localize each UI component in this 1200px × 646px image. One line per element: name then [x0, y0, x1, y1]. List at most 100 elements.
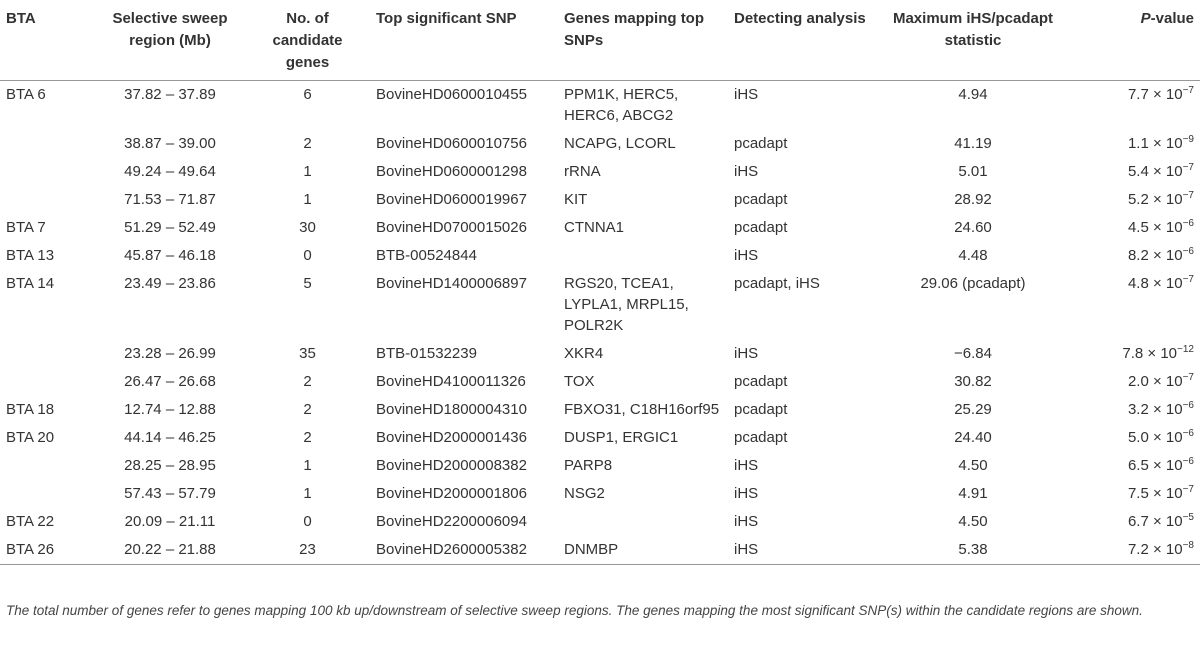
- table-cell: [558, 508, 728, 536]
- table-cell: BTA 6: [6, 86, 46, 103]
- p-value-base: 5.4 × 10: [1127, 163, 1183, 180]
- table-cell: 25.29: [954, 401, 992, 418]
- table-cell: BovineHD2600005382: [376, 541, 527, 558]
- table-row: 71.53 – 71.87 1 BovineHD0600019967 KIT pcada…: [0, 186, 1200, 214]
- table-cell: 37.82 – 37.89: [124, 86, 216, 103]
- p-value-exponent: −6: [1182, 246, 1194, 257]
- table-cell: BTA 13: [6, 247, 55, 264]
- table-cell: 4.48: [958, 247, 988, 264]
- table-cell: 24.60: [954, 219, 992, 236]
- table-row: BTA 22 20.09 – 21.11 0 BovineHD2200006094 iH…: [0, 508, 1200, 536]
- table-cell: RGS20, TCEA1, LYPLA1, MRPL15, POLR2K: [564, 275, 689, 334]
- table-cell: 35: [299, 345, 316, 362]
- table-cell: 6.5 × 10−6: [1068, 452, 1200, 480]
- table-cell: [0, 480, 95, 508]
- table-cell: iHS: [734, 485, 759, 502]
- table-cell: 38.87 – 39.00: [124, 135, 216, 152]
- table-cell: 12.74 – 12.88: [124, 401, 216, 418]
- table-cell: TOX: [564, 373, 595, 390]
- table-cell: [0, 130, 95, 158]
- table-cell: BTA 22: [6, 513, 55, 530]
- table-cell: BTB-00524844: [376, 247, 477, 264]
- table-cell: 51.29 – 52.49: [124, 219, 216, 236]
- table-row: BTA 13 45.87 – 46.18 0 BTB-00524844 iHS 4.48 8…: [0, 242, 1200, 270]
- table-cell: FBXO31, C18H16orf95: [564, 401, 720, 418]
- p-value-exponent: −7: [1182, 372, 1194, 383]
- header-cell: BTA: [6, 9, 36, 27]
- header-row: BTA Selective sweep region (Mb) No. of can…: [0, 4, 1200, 80]
- p-value-base: 4.8 × 10: [1127, 275, 1183, 292]
- table-cell: 5.0 × 10−6: [1068, 424, 1200, 452]
- table-cell: BTB-01532239: [376, 345, 477, 362]
- table-cell: 4.50: [958, 457, 988, 474]
- table-cell: −6.84: [954, 345, 992, 362]
- table-cell: 23.28 – 26.99: [124, 345, 216, 362]
- table-cell: 5.38: [958, 541, 988, 558]
- table-cell: 30: [299, 219, 316, 236]
- table-cell: BovineHD2000001806: [376, 485, 527, 502]
- p-value-exponent: −6: [1182, 456, 1194, 467]
- table-cell: 23.49 – 23.86: [124, 275, 216, 292]
- p-value-exponent: −7: [1182, 484, 1194, 495]
- table-cell: 2: [303, 373, 312, 390]
- table-row: 49.24 – 49.64 1 BovineHD0600001298 rRNA iHS 5…: [0, 158, 1200, 186]
- table-cell: 28.92: [954, 191, 992, 208]
- table-cell: PARP8: [564, 457, 613, 474]
- p-value-exponent: −6: [1182, 218, 1194, 229]
- table-cell: 45.87 – 46.18: [124, 247, 216, 264]
- table-cell: 44.14 – 46.25: [124, 429, 216, 446]
- table-cell: BTA 14: [6, 275, 55, 292]
- header-italic: P: [1140, 9, 1151, 27]
- table-cell: pcadapt, iHS: [734, 275, 820, 292]
- table-cell: 8.2 × 10−6: [1068, 242, 1200, 270]
- table-cell: 0: [303, 513, 312, 530]
- table-cell: 5.2 × 10−7: [1068, 186, 1200, 214]
- table-cell: 57.43 – 57.79: [124, 485, 216, 502]
- table-cell: 4.8 × 10−7: [1068, 270, 1200, 340]
- p-value-exponent: −7: [1182, 162, 1194, 173]
- table-cell: BovineHD1800004310: [376, 401, 527, 418]
- p-value-base: 4.5 × 10: [1127, 219, 1183, 236]
- table-cell: [0, 340, 95, 368]
- table-cell: 20.22 – 21.88: [124, 541, 216, 558]
- header-cell: Detecting analysis: [734, 9, 866, 27]
- table-cell: 28.25 – 28.95: [124, 457, 216, 474]
- p-value-base: 1.1 × 10: [1127, 135, 1183, 152]
- table-cell: BovineHD0600010756: [376, 135, 527, 152]
- table-cell: iHS: [734, 163, 759, 180]
- table-cell: 7.8 × 10−12: [1068, 340, 1200, 368]
- table-cell: BovineHD0600001298: [376, 163, 527, 180]
- table-cell: 41.19: [954, 135, 992, 152]
- table-cell: pcadapt: [734, 401, 788, 418]
- p-value-exponent: −9: [1182, 134, 1194, 145]
- table-cell: rRNA: [564, 163, 601, 180]
- table-row: BTA 6 37.82 – 37.89 6 BovineHD0600010455 PPM…: [0, 80, 1200, 130]
- table-cell: 1: [303, 457, 312, 474]
- p-value-base: 2.0 × 10: [1127, 373, 1183, 390]
- table-cell: 1: [303, 485, 312, 502]
- table-cell: BovineHD2200006094: [376, 513, 527, 530]
- table-row: 23.28 – 26.99 35 BTB-01532239 XKR4 iHS −6.84 7…: [0, 340, 1200, 368]
- table-cell: CTNNA1: [564, 219, 625, 236]
- table-cell: [0, 186, 95, 214]
- table-cell: 26.47 – 26.68: [124, 373, 216, 390]
- table-cell: DUSP1, ERGIC1: [564, 429, 679, 446]
- table-cell: 7.5 × 10−7: [1068, 480, 1200, 508]
- table-cell: BovineHD0600010455: [376, 86, 527, 103]
- p-value-base: 6.7 × 10: [1127, 513, 1183, 530]
- p-value-base: 8.2 × 10: [1127, 247, 1183, 264]
- table-cell: 7.7 × 10−7: [1068, 80, 1200, 130]
- table-cell: DNMBP: [564, 541, 619, 558]
- table-cell: BTA 18: [6, 401, 55, 418]
- p-value-exponent: −7: [1182, 274, 1194, 285]
- table-cell: 2.0 × 10−7: [1068, 368, 1200, 396]
- header-cell: P-value: [1068, 4, 1200, 80]
- table-row: 28.25 – 28.95 1 BovineHD2000008382 PARP8 iHS…: [0, 452, 1200, 480]
- p-value-base: 7.7 × 10: [1127, 86, 1183, 103]
- table-cell: NSG2: [564, 485, 605, 502]
- p-value-base: 3.2 × 10: [1127, 401, 1183, 418]
- table-cell: 1: [303, 191, 312, 208]
- table-cell: BTA 26: [6, 541, 55, 558]
- table-row: 57.43 – 57.79 1 BovineHD2000001806 NSG2 iHS 4…: [0, 480, 1200, 508]
